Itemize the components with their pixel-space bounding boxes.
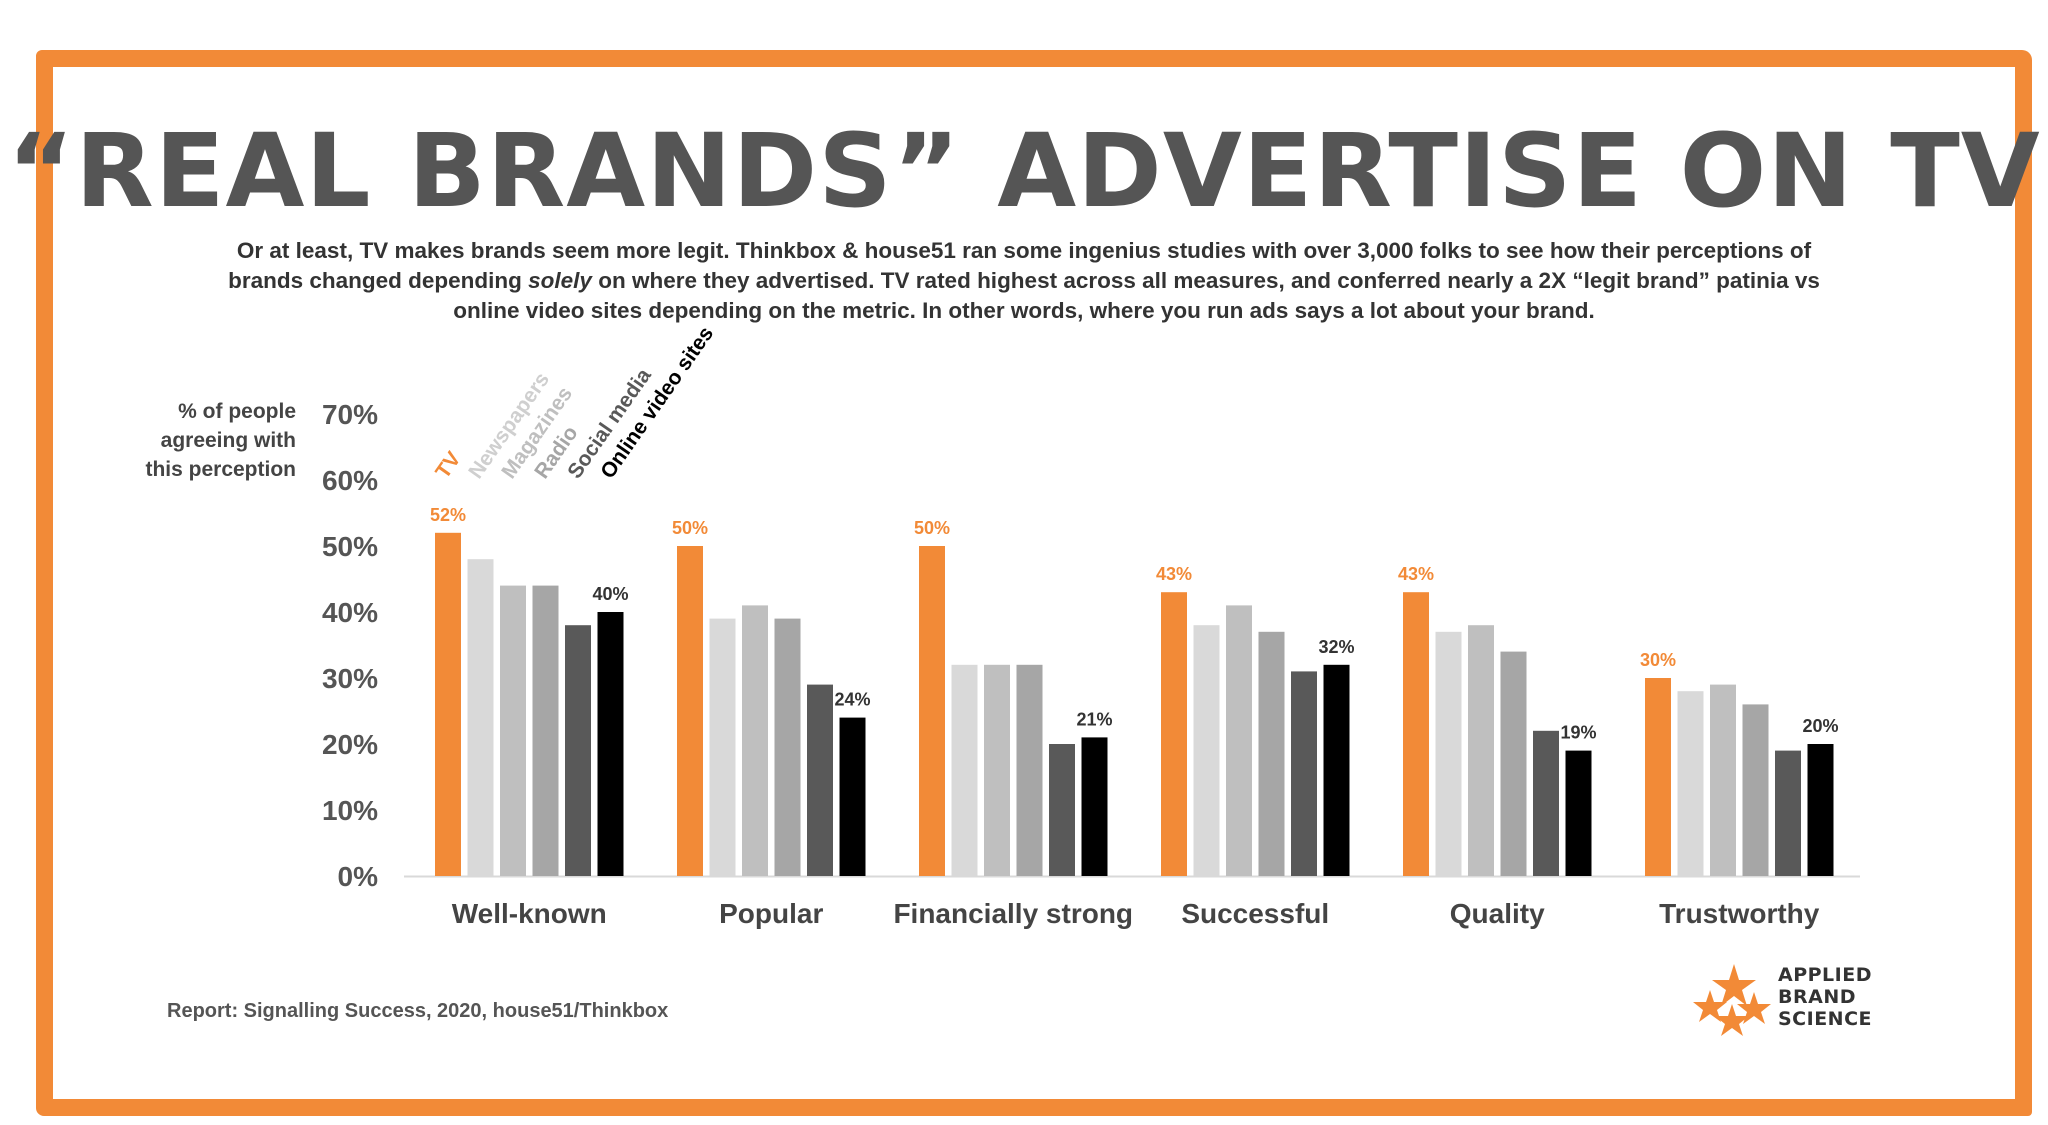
bar-online-video-sites [1081,737,1108,876]
subtitle-line-2: brands changed depending solely on where… [224,266,1824,296]
bar-magazines [1710,684,1736,876]
bar-online-video-sites [839,717,866,876]
bar-social-media [1049,744,1075,876]
orange-frame [36,50,2032,1116]
y-tick-label: 20% [322,729,378,760]
x-category-label: Popular [719,898,823,929]
y-tick-label: 30% [322,663,378,694]
bar-social-media [807,684,833,876]
bar-magazines [1226,605,1252,876]
data-label: 21% [1076,709,1112,729]
data-label: 20% [1802,716,1838,736]
star-cluster-icon [1693,964,1771,1036]
bar-newspapers [1677,691,1704,876]
data-label: 50% [914,518,950,538]
bar-tv [919,546,945,876]
bar-social-media [1533,730,1559,876]
subtitle-line-3: online video sites depending on the metr… [453,298,1595,323]
bar-tv [677,546,703,876]
bar-radio [1258,631,1285,876]
x-category-label: Quality [1450,898,1545,929]
bar-online-video-sites [1323,664,1350,876]
bar-radio [1742,704,1769,876]
y-tick-label: 60% [322,465,378,496]
bar-online-video-sites [597,612,624,876]
bar-newspapers [709,618,736,876]
bar-online-video-sites [1807,744,1834,876]
data-label: 52% [430,505,466,525]
bar-tv [1645,678,1671,876]
y-axis-title-line-3: this perception [145,458,296,481]
data-label: 19% [1560,723,1596,743]
subtitle-line-2-end: on where they advertised. TV rated highe… [591,268,1820,293]
y-axis-title-line-1: % of people [178,400,296,423]
bar-newspapers [951,664,978,876]
subtitle-line-2-start: brands changed depending [228,268,529,293]
brand-logo: APPLIED BRAND SCIENCE [1690,960,1900,1040]
bar-newspapers [467,559,494,876]
y-tick-label: 0% [338,861,379,892]
source-citation: Report: Signalling Success, 2020, house5… [167,1000,669,1022]
y-tick-label: 50% [322,531,378,562]
page-title: “REAL BRANDS” ADVERTISE ON TV [7,112,2041,231]
bar-magazines [742,605,768,876]
bar-social-media [1291,671,1317,876]
x-category-label: Well-known [452,898,607,929]
y-axis-title-line-2: agreeing with [160,429,296,452]
data-label: 43% [1398,564,1434,584]
bar-tv [435,532,461,876]
bar-tv [1403,592,1429,876]
bar-radio [1500,651,1527,876]
bar-radio [1016,664,1043,876]
subtitle-line-1: Or at least, TV makes brands seem more l… [236,238,1812,263]
y-tick-label: 10% [322,795,378,826]
subtitle-emphasis: solely [528,268,592,293]
bar-magazines [984,664,1010,876]
data-label: 43% [1156,564,1192,584]
x-category-label: Successful [1181,898,1329,929]
x-category-label: Trustworthy [1659,898,1820,929]
bar-magazines [500,585,526,876]
bar-radio [774,618,801,876]
x-category-label: Financially strong [893,898,1133,929]
data-label: 50% [672,518,708,538]
data-label: 32% [1318,637,1354,657]
legend-label: TV [431,448,465,483]
bar-magazines [1468,625,1494,876]
logo-text: APPLIED BRAND SCIENCE [1778,964,1872,1030]
y-tick-label: 40% [322,597,378,628]
bar-social-media [1775,750,1801,876]
bar-tv [1161,592,1187,876]
bar-radio [532,585,559,876]
data-label: 40% [592,584,628,604]
bar-social-media [565,625,591,876]
data-label: 30% [1640,650,1676,670]
data-label: 24% [834,690,870,710]
bar-newspapers [1435,631,1462,876]
logo-line-3: SCIENCE [1778,1008,1873,1030]
logo-line-2: BRAND [1778,986,1856,1008]
y-tick-label: 70% [322,399,378,430]
y-axis-title: % of people agreeing with this perceptio… [110,397,296,484]
bar-newspapers [1193,625,1220,876]
logo-line-1: APPLIED [1778,964,1872,986]
subtitle: Or at least, TV makes brands seem more l… [224,236,1824,326]
bar-online-video-sites [1565,750,1592,876]
